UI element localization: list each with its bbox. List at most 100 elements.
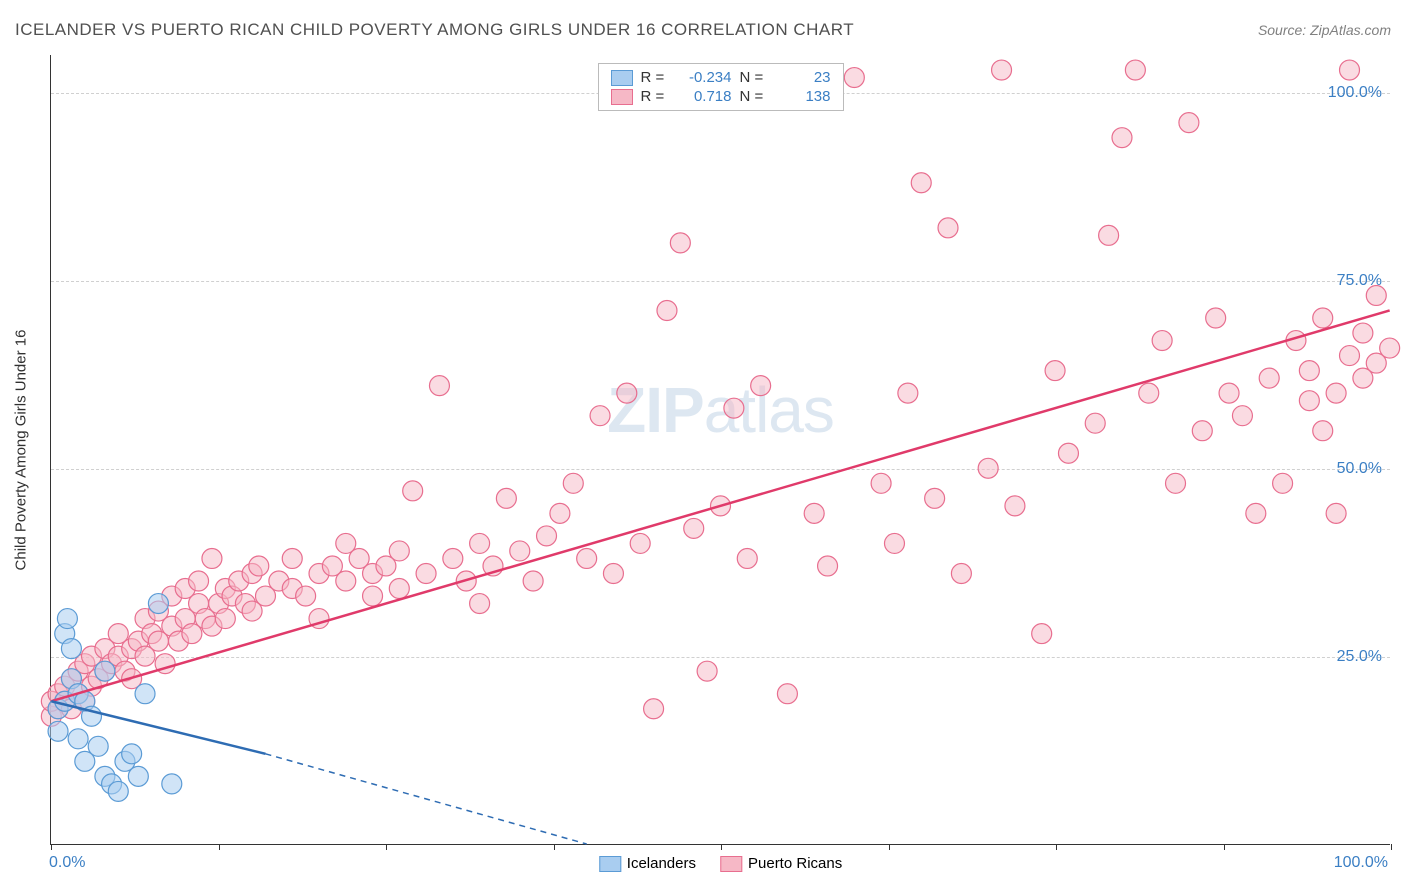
data-point: [429, 376, 449, 396]
data-point: [938, 218, 958, 238]
data-point: [657, 300, 677, 320]
x-tick: [219, 844, 220, 850]
legend-item-puertoricans: Puerto Ricans: [720, 855, 842, 872]
data-point: [61, 639, 81, 659]
series-legend: Icelanders Puerto Ricans: [599, 855, 842, 872]
data-point: [1219, 383, 1239, 403]
swatch-puertoricans: [611, 89, 633, 105]
data-point: [1353, 323, 1373, 343]
data-point: [215, 609, 235, 629]
scatter-svg: [51, 55, 1390, 844]
data-point: [925, 488, 945, 508]
chart-title: ICELANDER VS PUERTO RICAN CHILD POVERTY …: [15, 20, 854, 40]
data-point: [470, 533, 490, 553]
x-tick: [1391, 844, 1392, 850]
data-point: [88, 736, 108, 756]
data-point: [871, 473, 891, 493]
data-point: [951, 563, 971, 583]
data-point: [1032, 624, 1052, 644]
data-point: [1299, 361, 1319, 381]
data-point: [697, 661, 717, 681]
data-point: [249, 556, 269, 576]
data-point: [1166, 473, 1186, 493]
data-point: [684, 518, 704, 538]
data-point: [496, 488, 516, 508]
data-point: [1313, 421, 1333, 441]
data-point: [1192, 421, 1212, 441]
data-point: [1125, 60, 1145, 80]
legend-item-icelanders: Icelanders: [599, 855, 696, 872]
data-point: [389, 541, 409, 561]
swatch-icelanders-icon: [599, 856, 621, 872]
x-tick: [386, 844, 387, 850]
data-point: [537, 526, 557, 546]
swatch-puertoricans-icon: [720, 856, 742, 872]
data-point: [57, 609, 77, 629]
data-point: [1058, 443, 1078, 463]
data-point: [470, 594, 490, 614]
data-point: [148, 594, 168, 614]
data-point: [403, 481, 423, 501]
data-point: [202, 548, 222, 568]
data-point: [336, 571, 356, 591]
data-point: [48, 721, 68, 741]
y-axis-title: Child Poverty Among Girls Under 16: [13, 329, 30, 570]
data-point: [577, 548, 597, 568]
data-point: [416, 563, 436, 583]
data-point: [751, 376, 771, 396]
data-point: [617, 383, 637, 403]
data-point: [630, 533, 650, 553]
data-point: [818, 556, 838, 576]
data-point: [510, 541, 530, 561]
legend-row-icelanders: R = -0.234 N = 23: [611, 68, 831, 87]
data-point: [550, 503, 570, 523]
data-point: [1232, 406, 1252, 426]
data-point: [603, 563, 623, 583]
legend-row-puertoricans: R = 0.718 N = 138: [611, 87, 831, 106]
data-point: [1005, 496, 1025, 516]
data-point: [563, 473, 583, 493]
data-point: [1112, 128, 1132, 148]
data-point: [1139, 383, 1159, 403]
x-axis-min-label: 0.0%: [49, 854, 85, 872]
x-tick: [51, 844, 52, 850]
data-point: [844, 68, 864, 88]
data-point: [1179, 113, 1199, 133]
data-point: [443, 548, 463, 568]
data-point: [1326, 503, 1346, 523]
data-point: [644, 699, 664, 719]
x-tick: [1056, 844, 1057, 850]
data-point: [189, 571, 209, 591]
data-point: [389, 579, 409, 599]
data-point: [911, 173, 931, 193]
data-point: [162, 774, 182, 794]
data-point: [1340, 346, 1360, 366]
data-point: [523, 571, 543, 591]
data-point: [1246, 503, 1266, 523]
x-tick: [554, 844, 555, 850]
data-point: [898, 383, 918, 403]
data-point: [1366, 285, 1386, 305]
data-point: [1099, 225, 1119, 245]
chart-header: ICELANDER VS PUERTO RICAN CHILD POVERTY …: [15, 20, 1391, 40]
data-point: [128, 766, 148, 786]
data-point: [135, 684, 155, 704]
data-point: [777, 684, 797, 704]
data-point: [1206, 308, 1226, 328]
data-point: [1380, 338, 1400, 358]
data-point: [978, 458, 998, 478]
data-point: [1273, 473, 1293, 493]
x-tick: [721, 844, 722, 850]
data-point: [1085, 413, 1105, 433]
trend-line-extension: [265, 754, 586, 844]
data-point: [737, 548, 757, 568]
data-point: [992, 60, 1012, 80]
x-tick: [1224, 844, 1225, 850]
data-point: [95, 661, 115, 681]
data-point: [108, 781, 128, 801]
source-credit: Source: ZipAtlas.com: [1258, 22, 1391, 38]
data-point: [1299, 391, 1319, 411]
swatch-icelanders: [611, 70, 633, 86]
data-point: [590, 406, 610, 426]
data-point: [296, 586, 316, 606]
